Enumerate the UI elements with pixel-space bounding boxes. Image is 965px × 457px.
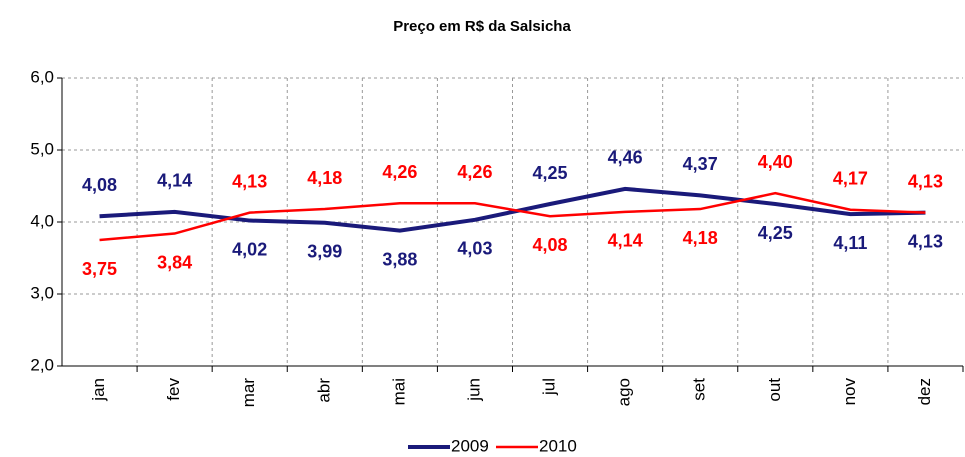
data-label: 4,13: [232, 171, 267, 191]
data-label: 4,14: [608, 231, 643, 251]
x-tick-label: jan: [89, 378, 108, 402]
y-tick-label: 6,0: [30, 67, 54, 86]
x-tick-label: abr: [314, 378, 333, 403]
x-tick-label: nov: [840, 378, 859, 406]
y-tick-label: 5,0: [30, 139, 54, 158]
chart-title: Preço em R$ da Salsicha: [393, 18, 571, 35]
data-label: 4,13: [908, 171, 943, 191]
data-label: 3,99: [307, 241, 342, 261]
data-label: 4,25: [533, 163, 568, 183]
data-label: 4,03: [457, 239, 492, 259]
x-tick-label: jul: [540, 378, 559, 396]
data-label: 4,08: [82, 175, 117, 195]
x-tick-label: set: [690, 378, 709, 401]
x-tick-label: mai: [389, 378, 408, 405]
data-label: 3,84: [157, 252, 192, 272]
data-label: 4,18: [683, 228, 718, 248]
y-tick-label: 4,0: [30, 211, 54, 230]
line-series: [99, 186, 926, 233]
data-label: 4,14: [157, 171, 192, 191]
data-label: 4,25: [758, 223, 793, 243]
data-label: 3,75: [82, 259, 117, 279]
data-label: 4,37: [683, 154, 718, 174]
data-label: 3,88: [382, 249, 417, 269]
line-series: [99, 191, 926, 242]
x-tick-label: jun: [464, 378, 483, 402]
y-tick-label: 3,0: [30, 283, 54, 302]
data-label: 4,26: [457, 162, 492, 182]
x-tick-label: mar: [239, 378, 258, 408]
data-label: 4,13: [908, 231, 943, 251]
x-tick-label: dez: [915, 378, 934, 405]
data-label: 4,40: [758, 152, 793, 172]
x-tick-label: ago: [615, 378, 634, 406]
data-label: 4,02: [232, 239, 267, 259]
data-label: 4,11: [833, 233, 867, 253]
x-tick-label: out: [765, 378, 784, 402]
data-label: 4,08: [533, 235, 568, 255]
data-label: 4,46: [608, 148, 643, 168]
legend-label: 2009: [451, 436, 489, 455]
data-label: 4,18: [307, 168, 342, 188]
legend-label: 2010: [539, 436, 577, 455]
data-label: 4,17: [833, 169, 868, 189]
y-tick-label: 2,0: [30, 355, 54, 374]
x-tick-label: fev: [164, 378, 183, 401]
data-label: 4,26: [382, 162, 417, 182]
